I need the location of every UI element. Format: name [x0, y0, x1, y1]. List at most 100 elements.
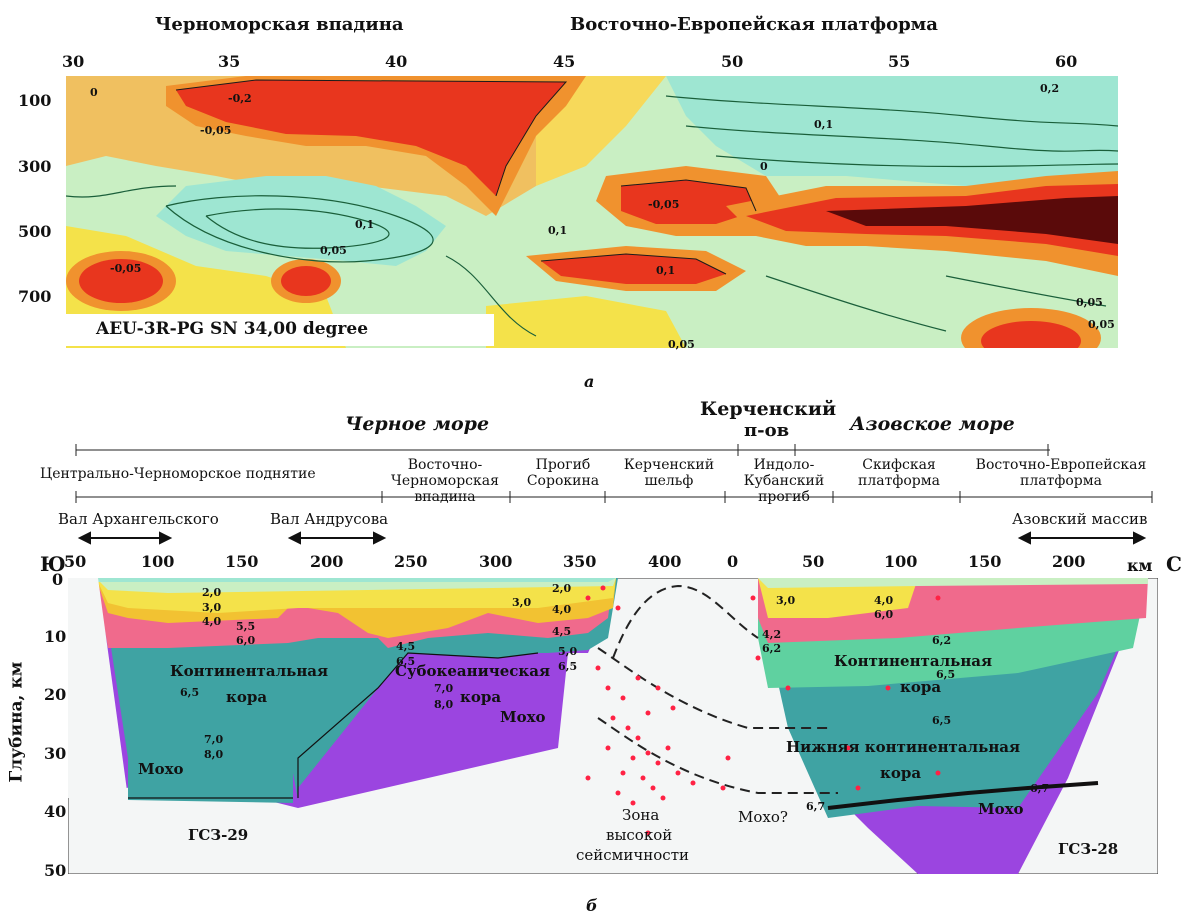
contour-label: 0,1	[355, 218, 375, 231]
velocity-label: 3,0	[776, 594, 796, 607]
velocity-label: 7,0	[204, 733, 224, 746]
label-crust-right: кора	[900, 678, 942, 696]
contour-label: 0,1	[548, 224, 568, 237]
contour-label: 0	[760, 160, 768, 173]
direction-north: С	[1166, 552, 1182, 576]
label-kerch-peninsula: п-ов	[744, 420, 790, 441]
label-seismic-zone-1: Зона	[622, 806, 660, 824]
region-sorokin-trough: Прогиб Сорокина	[526, 457, 600, 489]
contour-label: -0,05	[110, 262, 142, 275]
x-tick-left: 150	[225, 552, 259, 571]
contour-label: 0,1	[656, 264, 676, 277]
direction-south: Ю	[40, 552, 66, 576]
arch-azov-massif: Азовский массив	[1012, 510, 1148, 528]
velocity-label: 6,5	[558, 660, 578, 673]
x-tick-40: 40	[385, 52, 408, 71]
velocity-label: 6,7	[806, 800, 826, 813]
velocity-label: 4,5	[396, 640, 416, 653]
x-tick-left: 350	[563, 552, 597, 571]
arch-arrows	[77, 531, 1147, 545]
label-suboceanic: Субокеаническая	[395, 662, 551, 680]
velocity-label: 4,0	[202, 615, 222, 628]
contour-label: 0,05	[320, 244, 347, 257]
contour-label: -0,05	[648, 198, 680, 211]
model-label-box: AEU-3R-PG SN 34,00 degree	[96, 319, 369, 339]
velocity-label: 6,5	[396, 655, 416, 668]
x-tick-right: 0	[727, 552, 739, 571]
velocity-label: 6,2	[762, 642, 782, 655]
x-tick-30: 30	[62, 52, 85, 71]
contour-label: 0,2	[1040, 82, 1060, 95]
label-moho-left: Мохо	[138, 760, 184, 778]
velocity-label: 5,5	[236, 620, 256, 633]
header-black-sea-depression: Черноморская впадина	[155, 14, 404, 35]
header-east-european-platform: Восточно-Европейская платформа	[570, 14, 938, 35]
label-gsz-28: ГСЗ-28	[1058, 840, 1119, 858]
contour-label: 0,1	[814, 118, 834, 131]
label-lower-crust: кора	[880, 764, 922, 782]
depth-tick-100: 100	[18, 91, 52, 110]
velocity-label: 6,7	[1030, 782, 1050, 795]
x-tick-left: 200	[310, 552, 344, 571]
label-moho-right: Мохо	[978, 800, 1024, 818]
x-tick-right: 50	[802, 552, 825, 571]
y-tick: 0	[52, 570, 64, 589]
caption-b: б	[586, 896, 598, 915]
y-tick: 50	[44, 861, 67, 880]
x-tick-left: 250	[394, 552, 428, 571]
region-indolo-kuban-trough: Индоло-Кубанский прогиб	[743, 457, 825, 505]
region-central-black-sea-uplift: Центрально-Черноморское поднятие	[40, 466, 316, 482]
x-tick-right: 200	[1052, 552, 1086, 571]
region-kerch-shelf: Керченский шельф	[623, 457, 715, 489]
x-tick-right: 150	[968, 552, 1002, 571]
x-tick-left: 50	[64, 552, 87, 571]
label-moho-mid: Мохо	[500, 708, 546, 726]
y-tick: 10	[44, 627, 67, 646]
tomography-section	[66, 76, 1118, 348]
unit-km: км	[1127, 556, 1153, 575]
velocity-label: 6,0	[236, 634, 256, 647]
depth-tick-500: 500	[18, 222, 52, 241]
region-east-black-sea-depression: Восточно-Черноморская впадина	[391, 457, 499, 505]
label-azov-sea: Азовское море	[850, 413, 1015, 435]
region-brackets	[75, 444, 1153, 503]
label-continental-crust-right: Континентальная	[834, 652, 993, 670]
velocity-label: 6,5	[936, 668, 956, 681]
contour-label: -0,2	[228, 92, 252, 105]
label-continental-crust-left: Континентальная	[170, 662, 329, 680]
y-tick: 40	[44, 802, 67, 821]
arch-andrusov: Вал Андрусова	[270, 510, 389, 528]
depth-tick-300: 300	[18, 157, 52, 176]
velocity-label: 6,5	[180, 686, 200, 699]
label-gsz-29: ГСЗ-29	[188, 826, 249, 844]
label-kerch: Керченский	[700, 398, 837, 420]
label-seismic-zone-2: высокой	[606, 826, 673, 844]
label-seismic-zone-3: сейсмичности	[576, 846, 689, 864]
caption-a: а	[584, 372, 595, 391]
y-tick: 30	[44, 744, 67, 763]
velocity-label: 3,0	[202, 601, 222, 614]
velocity-label: 8,0	[434, 698, 454, 711]
crustal-cross-section	[68, 578, 1158, 874]
x-tick-left: 300	[479, 552, 513, 571]
label-lower-continental-crust: Нижняя континентальная	[786, 738, 1021, 756]
velocity-label: 4,0	[874, 594, 894, 607]
region-scythian-platform: Скифская платформа	[858, 457, 940, 489]
x-tick-45: 45	[553, 52, 576, 71]
depth-tick-700: 700	[18, 287, 52, 306]
x-tick-55: 55	[888, 52, 911, 71]
contour-label: 0,05	[1088, 318, 1115, 331]
velocity-label: 6,5	[932, 714, 952, 727]
velocity-label: 7,0	[434, 682, 454, 695]
contour-label: -0,05	[200, 124, 232, 137]
contour-label: 0,05	[1076, 296, 1103, 309]
velocity-label: 2,0	[552, 582, 572, 595]
x-tick-35: 35	[218, 52, 241, 71]
velocity-label: 8,0	[204, 748, 224, 761]
x-tick-left: 400	[648, 552, 682, 571]
contour-label: 0,05	[668, 338, 695, 351]
velocity-label: 4,0	[552, 603, 572, 616]
velocity-label: 6,0	[874, 608, 894, 621]
x-tick-60: 60	[1055, 52, 1078, 71]
velocity-label: 4,2	[762, 628, 782, 641]
